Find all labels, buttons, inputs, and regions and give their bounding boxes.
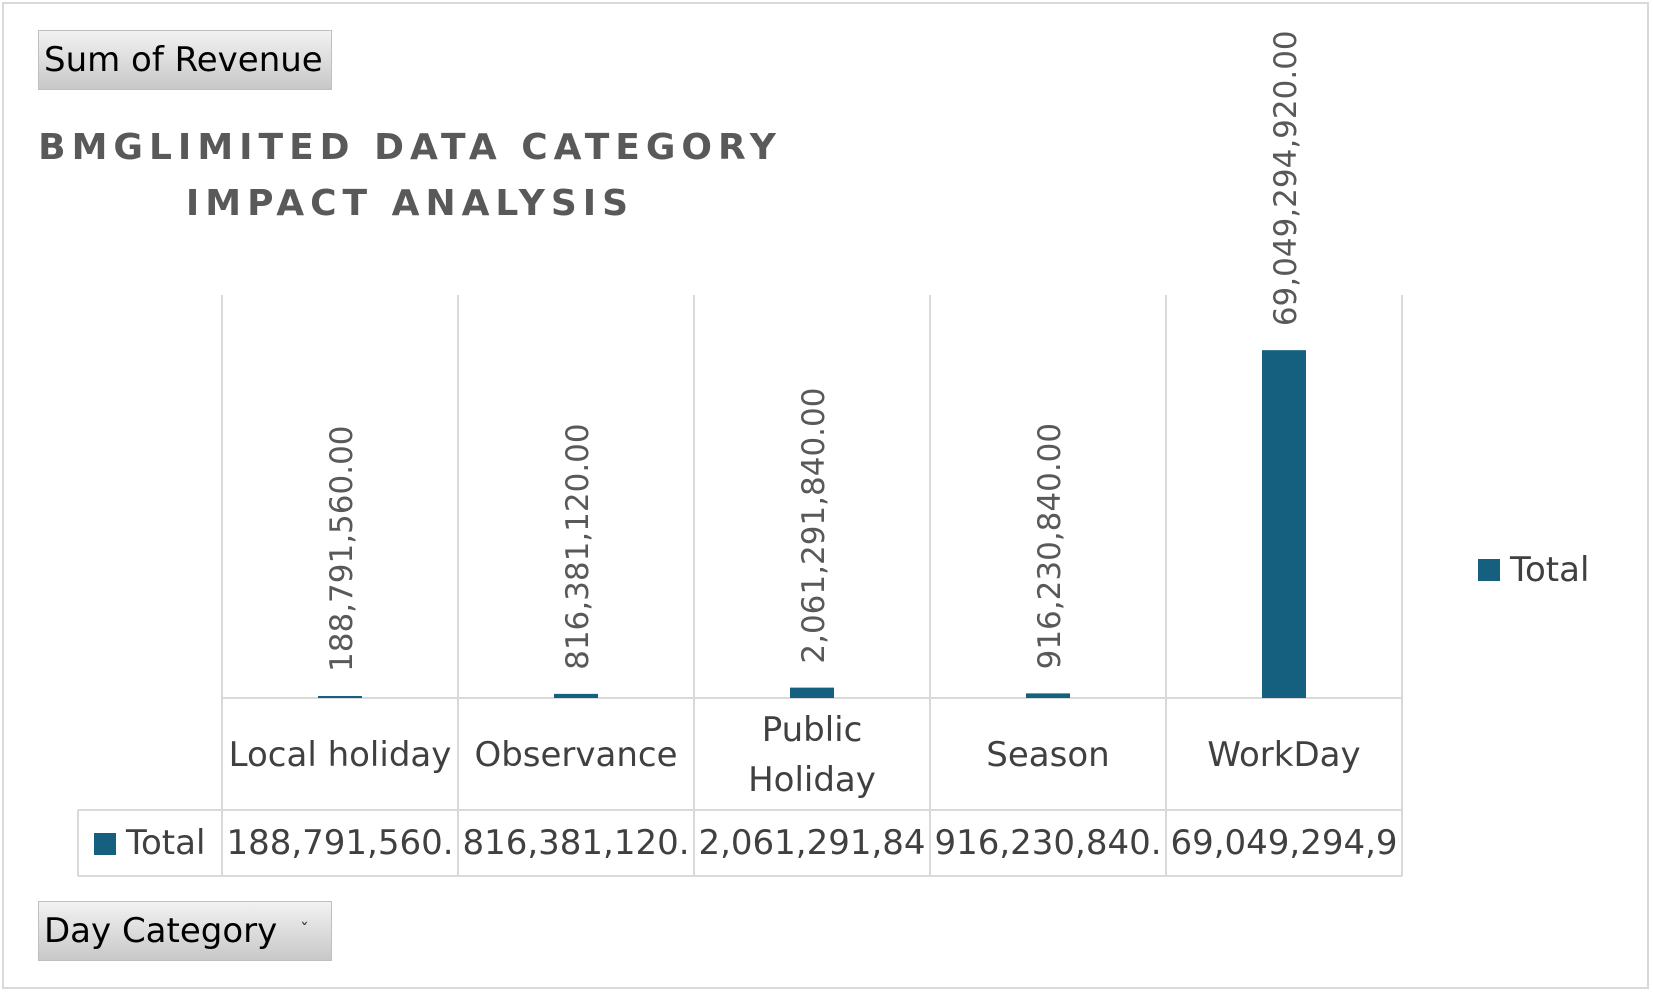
- category-label: Season: [986, 735, 1109, 775]
- value-field-button[interactable]: Sum of Revenue: [38, 30, 332, 90]
- category-label: WorkDay: [1207, 735, 1360, 775]
- table-value: 2,061,291,84: [698, 823, 925, 863]
- axis-field-button[interactable]: Day Category ˇ: [38, 901, 332, 961]
- data-label: 916,230,840.00: [1032, 423, 1068, 670]
- value-field-label: Sum of Revenue: [44, 40, 323, 80]
- legend: Total: [1478, 550, 1589, 590]
- data-label: 69,049,294,920.00: [1268, 30, 1304, 326]
- table-value: 916,230,840.: [934, 823, 1161, 863]
- category-label: Local holiday: [229, 735, 452, 775]
- data-label: 816,381,120.00: [560, 423, 596, 670]
- bar: [318, 696, 362, 698]
- table-series-label: Total: [125, 823, 205, 863]
- legend-swatch: [1478, 559, 1500, 581]
- table-value: 69,049,294,9: [1170, 823, 1397, 863]
- table-value: 816,381,120.: [462, 823, 689, 863]
- table-value: 188,791,560.: [226, 823, 453, 863]
- data-label: 188,791,560.00: [324, 425, 360, 672]
- bar: [1026, 693, 1070, 698]
- table-legend-key: [94, 833, 116, 855]
- data-label: 2,061,291,840.00: [796, 388, 832, 664]
- category-label: Holiday: [748, 760, 876, 800]
- category-label: Observance: [474, 735, 677, 775]
- bar: [554, 693, 598, 698]
- chevron-down-icon[interactable]: ˇ: [300, 920, 309, 941]
- legend-label: Total: [1510, 550, 1590, 590]
- axis-field-label: Day Category: [44, 911, 278, 951]
- bar: [790, 687, 834, 698]
- chart-title: BMGLIMITED DATA CATEGORY IMPACT ANALYSIS: [38, 127, 782, 224]
- bar: [1262, 350, 1306, 698]
- category-label: Public: [762, 710, 863, 750]
